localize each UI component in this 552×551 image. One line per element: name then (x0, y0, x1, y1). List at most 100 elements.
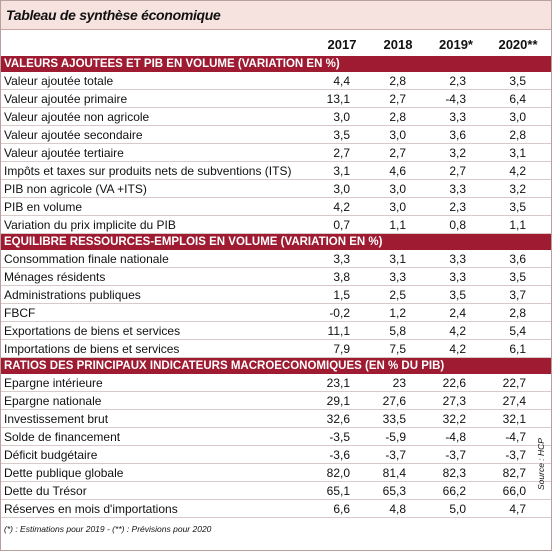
cell-value: 3,6 (449, 128, 466, 142)
table-row: Solde de financement -3,5 -5,9 -4,8 -4,7 (0, 428, 552, 446)
row-label: Dette publique globale (4, 466, 124, 480)
table-row: PIB en volume 4,2 3,0 2,3 3,5 (0, 198, 552, 216)
cell-value: -5,9 (385, 430, 406, 444)
cell-value: 2,5 (389, 288, 406, 302)
cell-value: 6,6 (333, 502, 350, 516)
cell-value: 23,1 (326, 376, 350, 390)
row-label: PIB en volume (4, 200, 83, 214)
cell-value: 3,5 (333, 128, 350, 142)
column-header: 2018 (383, 37, 413, 52)
cell-value: 4,8 (389, 502, 406, 516)
cell-value: -3,7 (505, 448, 526, 462)
row-label: Déficit budgétaire (4, 448, 98, 462)
row-label: Administrations publiques (4, 288, 141, 302)
table-row: Dette du Trésor 65,1 65,3 66,2 66,0 (0, 482, 552, 500)
table-row: Investissement brut 32,6 33,5 32,2 32,1 (0, 410, 552, 428)
cell-value: 3,3 (449, 270, 466, 284)
cell-value: 3,1 (389, 252, 406, 266)
table-row: Administrations publiques 1,5 2,5 3,5 3,7 (0, 286, 552, 304)
cell-value: 4,7 (509, 502, 526, 516)
table-row: FBCF -0,2 1,2 2,4 2,8 (0, 304, 552, 322)
table-row: Valeur ajoutée non agricole 3,0 2,8 3,3 3,0 (0, 108, 552, 126)
table-row: Importations de biens et services 7,9 7,5 4… (0, 340, 552, 358)
cell-value: 3,3 (333, 252, 350, 266)
cell-value: 32,2 (442, 412, 466, 426)
cell-value: 3,6 (509, 252, 526, 266)
cell-value: 3,2 (509, 182, 526, 196)
table-row: Epargne nationale 29,1 27,6 27,3 27,4 (0, 392, 552, 410)
cell-value: 2,7 (449, 164, 466, 178)
cell-value: 3,5 (509, 74, 526, 88)
cell-value: 23 (392, 376, 406, 390)
row-label: Variation du prix implicite du PIB (4, 218, 176, 232)
cell-value: 3,3 (389, 270, 406, 284)
section-header: EQUILIBRE RESSOURCES-EMPLOIS EN VOLUME (… (0, 234, 552, 250)
column-header: 2017 (327, 37, 357, 52)
cell-value: 3,8 (333, 270, 350, 284)
cell-value: 3,2 (449, 146, 466, 160)
table-row: Epargne intérieure 23,1 23 22,6 22,7 (0, 374, 552, 392)
row-label: Consommation finale nationale (4, 252, 169, 266)
table-row: Consommation finale nationale 3,3 3,1 3,3 3,… (0, 250, 552, 268)
cell-value: 6,4 (509, 92, 526, 106)
table-row: Valeur ajoutée totale 4,4 2,8 2,3 3,5 (0, 72, 552, 90)
cell-value: 2,3 (449, 74, 466, 88)
cell-value: 27,3 (442, 394, 466, 408)
cell-value: 5,0 (449, 502, 466, 516)
cell-value: 4,2 (509, 164, 526, 178)
row-label: PIB non agricole (VA +ITS) (4, 182, 147, 196)
table-row: Déficit budgétaire -3,6 -3,7 -3,7 -3,7 (0, 446, 552, 464)
section-header: VALEURS AJOUTEES ET PIB EN VOLUME (VARIA… (0, 56, 552, 72)
cell-value: 22,6 (442, 376, 466, 390)
cell-value: 82,3 (442, 466, 466, 480)
cell-value: 22,7 (502, 376, 526, 390)
cell-value: 32,1 (502, 412, 526, 426)
cell-value: 4,6 (389, 164, 406, 178)
table-row: PIB non agricole (VA +ITS) 3,0 3,0 3,3 3,2 (0, 180, 552, 198)
cell-value: 2,8 (509, 306, 526, 320)
cell-value: 66,0 (502, 484, 526, 498)
cell-value: -3,7 (445, 448, 466, 462)
cell-value: 13,1 (326, 92, 350, 106)
cell-value: -0,2 (329, 306, 350, 320)
table-row: Réserves en mois d'importations 6,6 4,8 5,0… (0, 500, 552, 518)
cell-value: 1,1 (389, 218, 406, 232)
row-label: Epargne intérieure (4, 376, 103, 390)
row-label: Valeur ajoutée non agricole (4, 110, 150, 124)
row-label: Impôts et taxes sur produits nets de sub… (4, 164, 292, 178)
cell-value: 3,5 (449, 288, 466, 302)
cell-value: 27,4 (502, 394, 526, 408)
table-row: Ménages résidents 3,8 3,3 3,3 3,5 (0, 268, 552, 286)
cell-value: 2,7 (389, 146, 406, 160)
title: Tableau de synthèse économique (6, 7, 221, 23)
cell-value: 27,6 (382, 394, 406, 408)
cell-value: 3,7 (509, 288, 526, 302)
cell-value: 3,5 (509, 270, 526, 284)
cell-value: 1,1 (509, 218, 526, 232)
cell-value: 2,7 (389, 92, 406, 106)
cell-value: 3,1 (333, 164, 350, 178)
footnote: (*) : Estimations pour 2019 - (**) : Pré… (4, 524, 212, 534)
cell-value: -3,5 (329, 430, 350, 444)
cell-value: 2,8 (389, 74, 406, 88)
cell-value: 3,0 (509, 110, 526, 124)
cell-value: 1,2 (389, 306, 406, 320)
table-row: Exportations de biens et services 11,1 5,8… (0, 322, 552, 340)
cell-value: 3,3 (449, 110, 466, 124)
cell-value: 2,3 (449, 200, 466, 214)
cell-value: 4,2 (449, 324, 466, 338)
cell-value: 3,0 (389, 128, 406, 142)
row-label: Epargne nationale (4, 394, 102, 408)
table-row: Impôts et taxes sur produits nets de sub… (0, 162, 552, 180)
cell-value: 33,5 (382, 412, 406, 426)
cell-value: 81,4 (382, 466, 406, 480)
row-label: Ménages résidents (4, 270, 106, 284)
cell-value: -4,3 (445, 92, 466, 106)
cell-value: -3,7 (385, 448, 406, 462)
cell-value: 1,5 (333, 288, 350, 302)
row-label: Dette du Trésor (4, 484, 87, 498)
row-label: Réserves en mois d'importations (4, 502, 178, 516)
cell-value: 3,1 (509, 146, 526, 160)
cell-value: 29,1 (326, 394, 350, 408)
